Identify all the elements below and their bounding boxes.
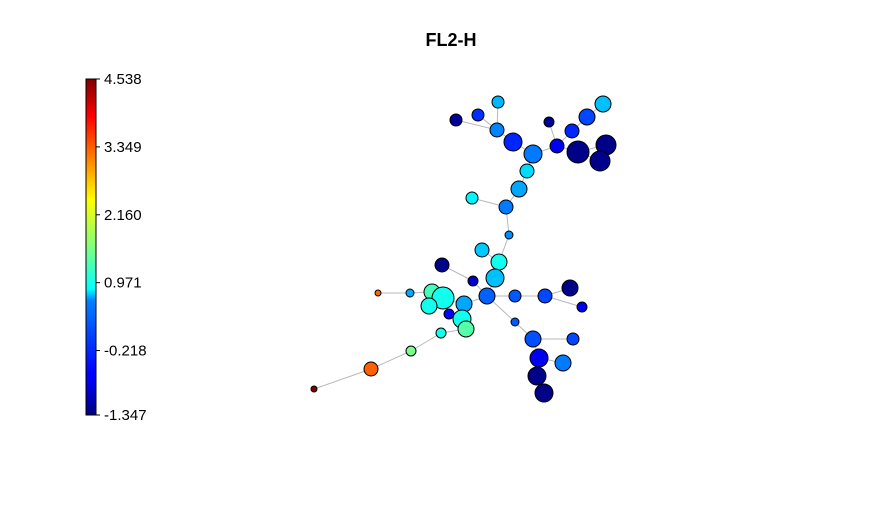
graph-node: [405, 345, 417, 357]
graph-node: [363, 361, 379, 377]
graph-node: [508, 289, 522, 303]
graph-node: [467, 275, 479, 287]
graph-node: [435, 327, 447, 339]
graph-node: [510, 317, 520, 327]
graph-node: [566, 140, 590, 164]
graph-node: [529, 348, 549, 368]
graph-node: [523, 144, 543, 164]
graph-node: [543, 116, 555, 128]
graph-node: [465, 191, 479, 205]
graph-node: [310, 385, 318, 393]
graph-node: [549, 138, 565, 154]
graph-node: [431, 286, 455, 310]
graph-node: [527, 366, 547, 386]
graph-node: [489, 122, 505, 138]
colorbar-gradient: [85, 78, 97, 416]
colorbar-tick-label: 3.349: [104, 139, 142, 156]
graph-node: [457, 320, 475, 338]
graph-node: [471, 108, 485, 122]
graph-node: [589, 150, 611, 172]
graph-node: [498, 199, 514, 215]
graph-node: [504, 230, 514, 240]
graph-node: [374, 289, 382, 297]
colorbar: 4.538 3.349 2.160 0.971 -0.218 -1.347: [85, 71, 147, 424]
graph-node: [491, 95, 505, 109]
graph-nodes: [310, 95, 617, 403]
graph-node: [594, 95, 612, 113]
graph-node: [554, 354, 572, 372]
graph-node: [510, 180, 528, 198]
graph-node: [534, 383, 554, 403]
graph-node: [566, 332, 580, 346]
graph-node: [420, 297, 438, 315]
colorbar-tick-label: -0.218: [104, 343, 147, 360]
chart-title: FL2-H: [426, 30, 477, 50]
graph-node: [485, 268, 505, 288]
graph-node: [561, 279, 579, 297]
graph-node: [443, 308, 455, 320]
graph-node: [490, 253, 508, 271]
colorbar-ticks: 4.538 3.349 2.160 0.971 -0.218 -1.347: [96, 71, 147, 424]
graph-node: [434, 257, 450, 273]
colorbar-tick-label: 0.971: [104, 275, 142, 292]
graph-node: [405, 288, 415, 298]
graph-edge: [410, 332, 442, 352]
colorbar-tick-label: 2.160: [104, 207, 142, 224]
graph-node: [474, 242, 490, 258]
graph-node: [455, 295, 473, 313]
colorbar-tick-label: 4.538: [104, 71, 142, 88]
graph-node: [449, 113, 463, 127]
graph-node: [503, 132, 523, 152]
graph-node: [524, 330, 542, 348]
colorbar-tick-label: -1.347: [104, 407, 147, 424]
graph-node: [576, 301, 588, 313]
graph-node: [578, 108, 596, 126]
graph-node: [519, 163, 535, 179]
graph-node: [537, 288, 553, 304]
graph-edge: [313, 368, 372, 390]
graph-node: [478, 287, 496, 305]
graph-node: [564, 123, 580, 139]
